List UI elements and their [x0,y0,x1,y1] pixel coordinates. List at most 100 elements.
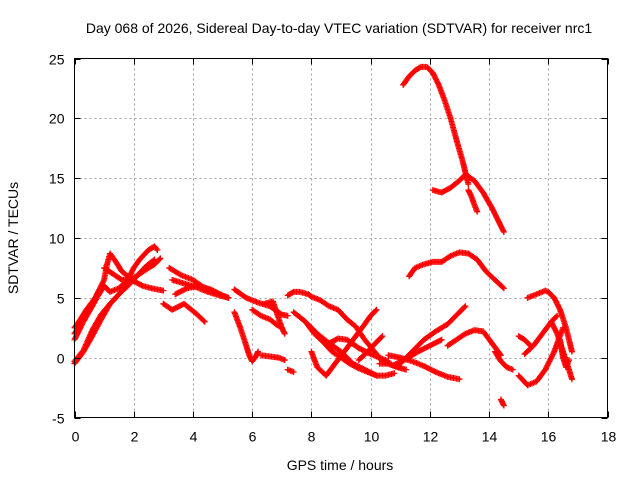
series-track-22 [332,306,380,367]
data-point [490,207,497,214]
data-point [456,376,463,383]
data-point [432,75,439,82]
data-point [379,333,386,340]
data-point [497,222,504,229]
data-point [548,318,555,325]
data-point [284,312,291,319]
data-point [201,318,208,325]
y-tick-label: 15 [49,171,65,187]
data-points [71,63,575,409]
data-point [434,79,441,86]
data-point [500,229,507,236]
data-point [552,326,559,333]
data-point [435,80,442,87]
data-point [493,214,500,221]
data-point [354,364,361,371]
series-track-05 [71,285,105,337]
y-tick-label: 25 [49,52,65,68]
x-tick-label: 12 [423,429,439,445]
data-point [430,71,437,78]
data-point [556,305,563,312]
series-track-33 [497,396,507,409]
data-point [551,296,558,303]
data-point [465,181,472,188]
data-point [499,226,506,233]
data-point [492,213,499,220]
data-point [182,285,189,292]
data-point [438,336,445,343]
data-point [553,313,560,320]
data-point [499,284,506,291]
data-point [154,246,161,253]
data-point [416,64,423,71]
data-point [494,215,501,222]
data-point [160,287,167,294]
x-tick-label: 8 [308,429,316,445]
data-point [489,206,496,213]
x-tick-label: 18 [601,429,617,445]
data-point [560,324,567,331]
series-track-04 [71,294,119,365]
series-track-11 [231,309,262,365]
series-track-35 [524,287,575,355]
data-point [500,285,507,292]
series-track-40 [491,348,516,373]
data-point [112,294,119,301]
series-track-28 [400,63,472,188]
y-tick-label: 0 [57,351,65,367]
data-point [555,304,562,311]
data-point [128,268,135,275]
data-point [566,357,573,364]
grid-lines [74,58,608,418]
data-point [431,73,438,80]
x-tick-label: 2 [131,429,139,445]
data-point [489,205,496,212]
x-tick-label: 6 [249,429,257,445]
data-point [496,219,503,226]
data-point [431,72,438,79]
data-point [550,324,557,331]
data-point [495,218,502,225]
data-point [129,267,136,274]
data-point [496,221,503,228]
y-tick-label: 20 [49,111,65,127]
data-point [553,300,560,307]
chart-title: Day 068 of 2026, Sidereal Day-to-day VTE… [86,20,592,36]
data-point [500,227,507,234]
data-point [494,217,501,224]
data-point [372,307,379,314]
series-track-30 [465,187,481,215]
data-point [498,225,505,232]
y-tick-label: 10 [49,231,65,247]
x-axis-label: GPS time / hours [287,457,394,473]
x-tick-label: 0 [72,429,80,445]
data-point [431,368,438,375]
series-track-32 [444,327,504,359]
data-point [509,366,516,373]
data-point [117,276,124,283]
data-point [551,294,558,301]
data-point [128,270,135,277]
data-point [462,303,469,310]
x-tick-label: 10 [364,429,380,445]
data-point [554,312,561,319]
data-point [555,302,562,309]
data-point [552,297,559,304]
data-point [551,325,558,332]
data-point [552,328,559,335]
data-point [549,321,556,328]
data-point [568,376,575,383]
data-point [461,304,468,311]
series-track-21 [326,335,392,365]
series-track-29 [429,171,507,236]
data-point [553,298,560,305]
data-point [391,370,398,377]
series-track-09 [160,300,208,325]
data-point [553,329,560,336]
axis-ticks: 0 2 4 6 8 10 12 14 16 18 -5 0 5 10 15 20 25 [49,52,617,445]
data-point [429,69,436,76]
data-point [498,223,505,230]
series-track-15 [258,352,288,364]
data-point [554,301,561,308]
data-point [111,295,118,302]
